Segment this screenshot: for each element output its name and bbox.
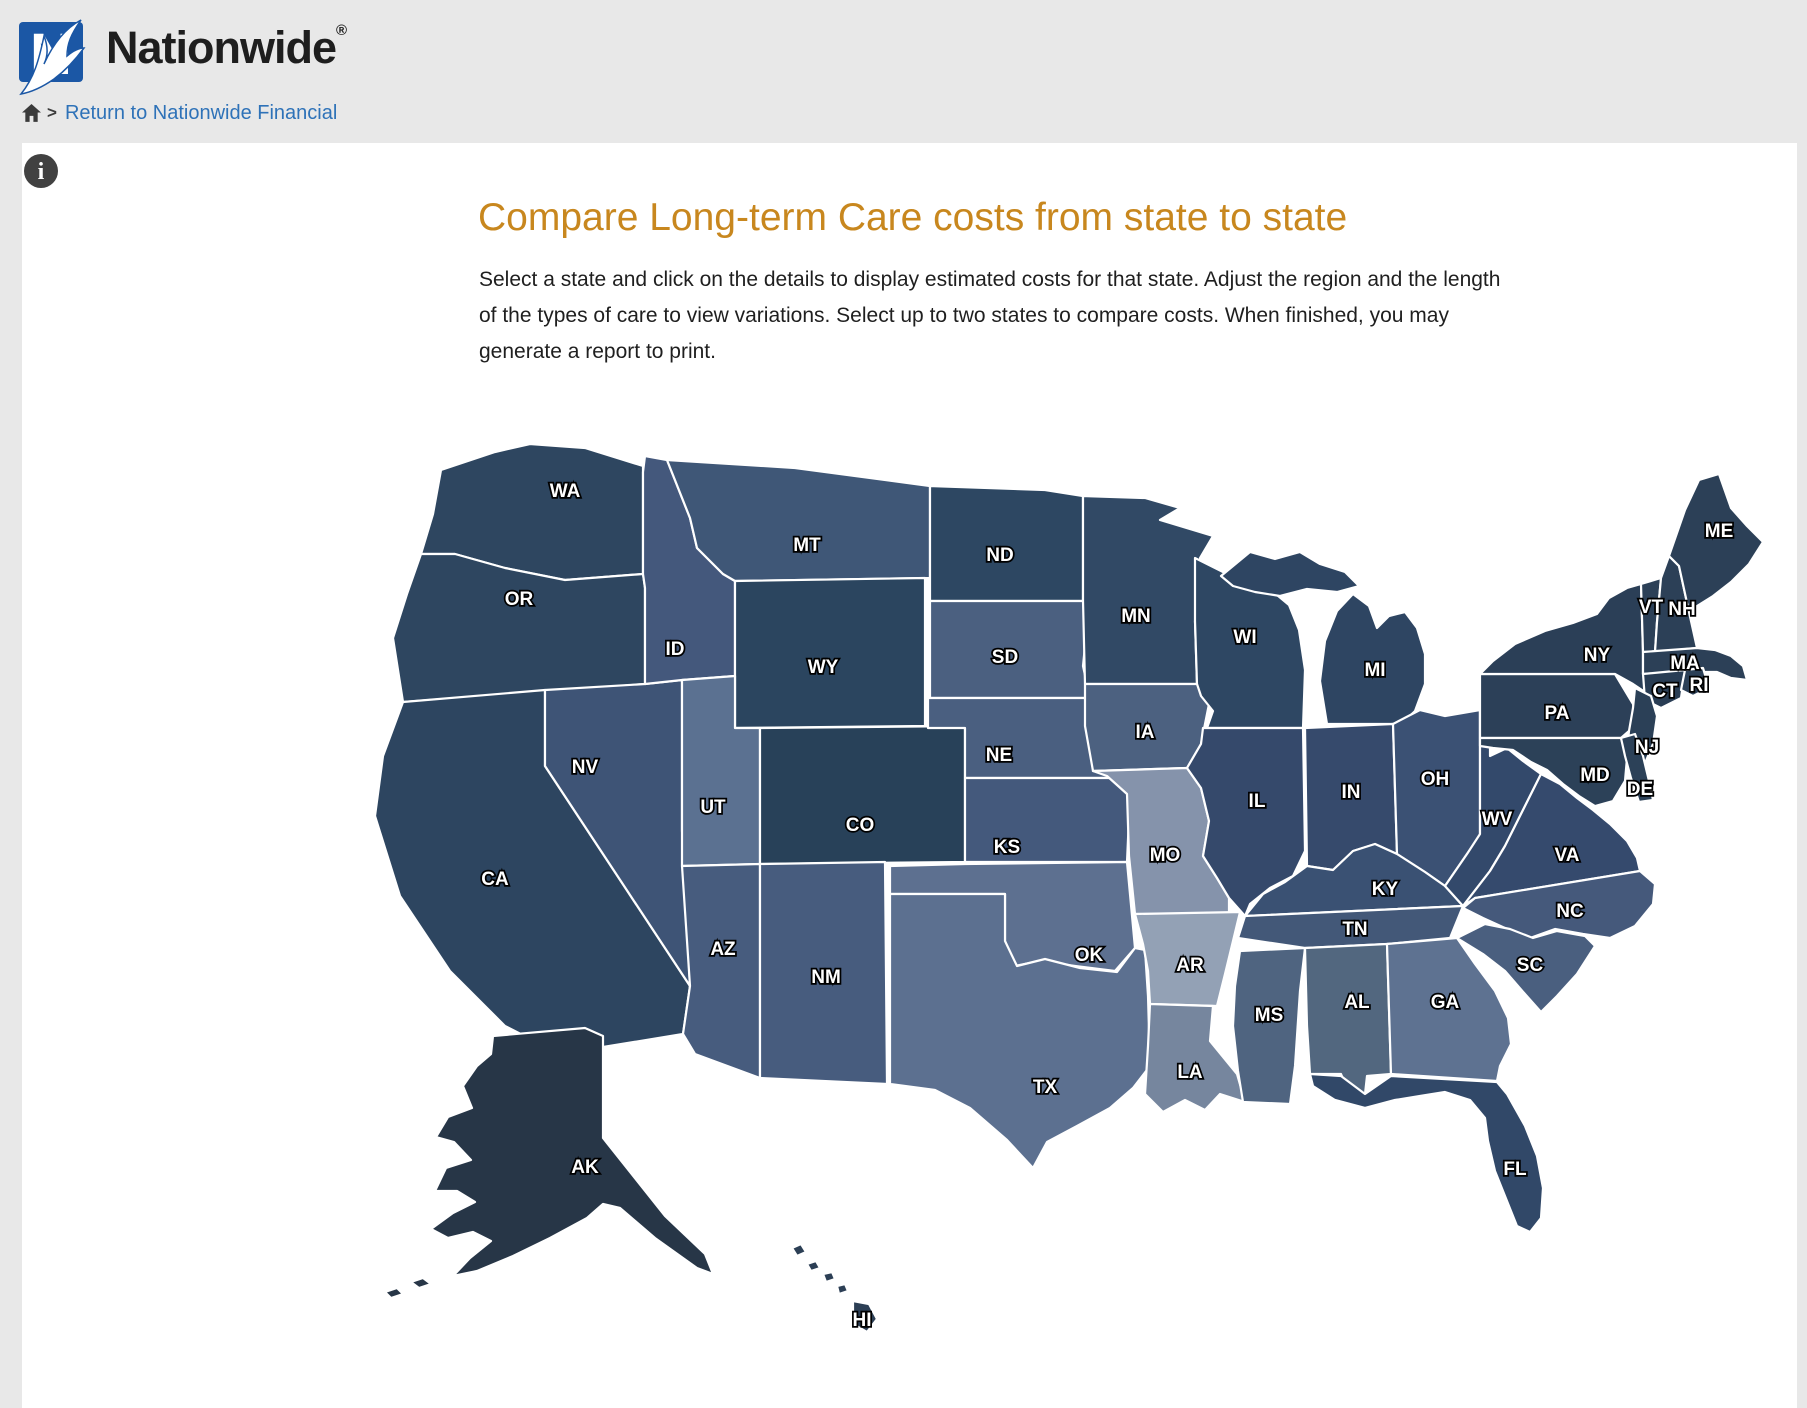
state-shape-ms — [1231, 946, 1307, 1106]
return-to-nationwide-financial-link[interactable]: Return to Nationwide Financial — [64, 101, 338, 124]
state-mn[interactable] — [1081, 494, 1215, 686]
state-shape-ak — [383, 1286, 405, 1300]
state-sc[interactable] — [1455, 922, 1597, 1014]
page-title: Compare Long-term Care costs from state … — [478, 196, 1348, 239]
state-ri[interactable] — [1679, 666, 1711, 698]
nationwide-eagle-logo-icon: N — [19, 19, 86, 96]
state-shape-hi — [851, 1299, 879, 1334]
state-shape-ga — [1385, 936, 1513, 1083]
state-ms[interactable] — [1231, 946, 1307, 1106]
state-ar[interactable] — [1133, 910, 1242, 1008]
state-shape-mi — [1318, 592, 1427, 726]
state-shape-nm — [758, 860, 889, 1086]
intro-line-3: generate a report to print. — [479, 340, 716, 363]
svg-text:i: i — [38, 159, 45, 185]
registered-mark: ® — [336, 22, 347, 39]
breadcrumb-chevron-icon: > — [47, 103, 57, 122]
intro-line-1: Select a state and click on the details … — [479, 268, 1501, 291]
intro-text: Select a state and click on the details … — [479, 262, 1500, 370]
state-shape-ia — [1083, 682, 1211, 773]
info-button[interactable]: i — [22, 152, 60, 190]
state-fl[interactable] — [1308, 1072, 1545, 1234]
state-de[interactable] — [1619, 732, 1655, 804]
state-nd[interactable] — [928, 484, 1085, 603]
state-shape-mn — [1081, 494, 1215, 686]
intro-line-2: of the types of care to view variations.… — [479, 304, 1449, 327]
state-ks[interactable] — [963, 776, 1132, 864]
state-shape-me — [1667, 472, 1765, 614]
state-shape-hi — [790, 1242, 808, 1258]
state-shape-or — [391, 552, 647, 704]
state-co[interactable] — [758, 724, 967, 866]
state-il[interactable] — [1185, 726, 1307, 918]
state-pa[interactable] — [1478, 672, 1639, 740]
state-shape-ak — [409, 1276, 433, 1290]
state-shape-mi — [1219, 550, 1361, 598]
state-shape-al — [1303, 942, 1393, 1096]
home-icon[interactable] — [22, 103, 41, 123]
state-shape-hi — [805, 1259, 822, 1273]
state-hi[interactable] — [790, 1242, 879, 1334]
state-az[interactable] — [680, 862, 762, 1080]
state-shape-ar — [1133, 910, 1242, 1008]
state-shape-pa — [1478, 672, 1639, 740]
state-nm[interactable] — [758, 860, 889, 1086]
state-al[interactable] — [1303, 942, 1393, 1096]
state-shape-de — [1619, 732, 1655, 804]
breadcrumb: > Return to Nationwide Financial — [22, 101, 337, 125]
state-shape-la — [1143, 1002, 1247, 1114]
state-wy[interactable] — [733, 576, 927, 730]
state-mi[interactable] — [1219, 550, 1427, 726]
us-states-map: WAORCANVIDMTWYUTCOAZNMNDSDNEKSOKTXMNIAMO… — [373, 442, 1765, 1334]
state-shape-fl — [1308, 1072, 1545, 1234]
state-sd[interactable] — [928, 599, 1092, 700]
state-shape-ri — [1679, 666, 1711, 698]
state-shape-sc — [1455, 922, 1597, 1014]
state-shape-il — [1185, 726, 1307, 918]
state-ga[interactable] — [1385, 936, 1513, 1083]
state-shape-nd — [928, 484, 1085, 603]
state-shape-hi — [821, 1270, 837, 1284]
state-shape-ak — [429, 1026, 715, 1278]
state-ia[interactable] — [1083, 682, 1211, 773]
state-shape-az — [680, 862, 762, 1080]
state-shape-ks — [963, 776, 1132, 864]
state-or[interactable] — [391, 552, 647, 704]
state-shape-hi — [835, 1282, 850, 1296]
state-shape-wy — [733, 576, 927, 730]
info-icon: i — [24, 154, 58, 188]
state-ak[interactable] — [383, 1026, 715, 1300]
brand-wordmark: Nationwide® — [106, 22, 347, 73]
state-la[interactable] — [1143, 1002, 1247, 1114]
state-shape-sd — [928, 599, 1092, 700]
state-shape-co — [758, 724, 967, 866]
state-me[interactable] — [1667, 472, 1765, 614]
